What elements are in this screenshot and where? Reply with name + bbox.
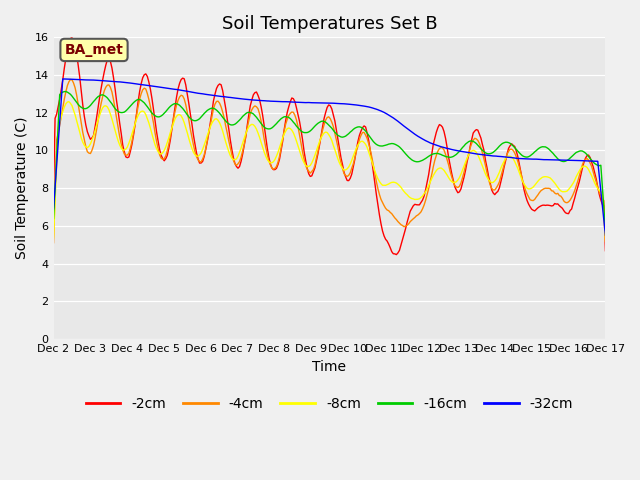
-16cm [216, 110, 223, 116]
-2cm [50, 190, 58, 196]
-8cm [50, 235, 58, 240]
-4cm [243, 125, 251, 131]
-8cm [216, 120, 223, 126]
-8cm [65, 99, 73, 105]
-8cm [292, 138, 300, 144]
-4cm [602, 232, 609, 238]
-4cm [67, 77, 74, 83]
-2cm [574, 184, 582, 190]
-32cm [292, 99, 300, 105]
Line: -16cm: -16cm [54, 92, 605, 230]
-8cm [602, 239, 609, 244]
-32cm [234, 96, 242, 101]
-4cm [292, 117, 300, 123]
-2cm [602, 248, 609, 253]
-8cm [243, 127, 251, 133]
Text: BA_met: BA_met [65, 43, 124, 57]
-8cm [572, 174, 580, 180]
-8cm [119, 147, 127, 153]
-32cm [119, 79, 127, 85]
X-axis label: Time: Time [312, 360, 346, 373]
Line: -32cm: -32cm [54, 79, 605, 235]
-2cm [234, 165, 242, 171]
-2cm [216, 81, 223, 87]
-4cm [50, 240, 58, 246]
-32cm [572, 157, 580, 163]
-8cm [234, 153, 242, 159]
Line: -8cm: -8cm [54, 102, 605, 241]
-32cm [216, 93, 223, 99]
Line: -4cm: -4cm [54, 80, 605, 243]
Y-axis label: Soil Temperature (C): Soil Temperature (C) [15, 117, 29, 260]
-16cm [243, 110, 251, 116]
-2cm [68, 35, 76, 41]
-32cm [602, 232, 609, 238]
-4cm [119, 147, 127, 153]
-16cm [50, 216, 58, 221]
-2cm [119, 142, 127, 148]
-16cm [234, 119, 242, 124]
-32cm [243, 96, 251, 102]
-2cm [243, 122, 251, 128]
-2cm [292, 105, 300, 110]
-16cm [572, 150, 580, 156]
-2cm [392, 252, 400, 257]
-16cm [292, 123, 300, 129]
-16cm [62, 89, 70, 95]
-32cm [59, 76, 67, 82]
-4cm [234, 161, 242, 167]
-16cm [119, 109, 127, 115]
Line: -2cm: -2cm [54, 38, 605, 254]
-32cm [50, 206, 58, 212]
Legend: -2cm, -4cm, -8cm, -16cm, -32cm: -2cm, -4cm, -8cm, -16cm, -32cm [80, 391, 579, 417]
-4cm [216, 100, 223, 106]
-4cm [572, 183, 580, 189]
-16cm [602, 227, 609, 233]
Title: Soil Temperatures Set B: Soil Temperatures Set B [221, 15, 437, 33]
